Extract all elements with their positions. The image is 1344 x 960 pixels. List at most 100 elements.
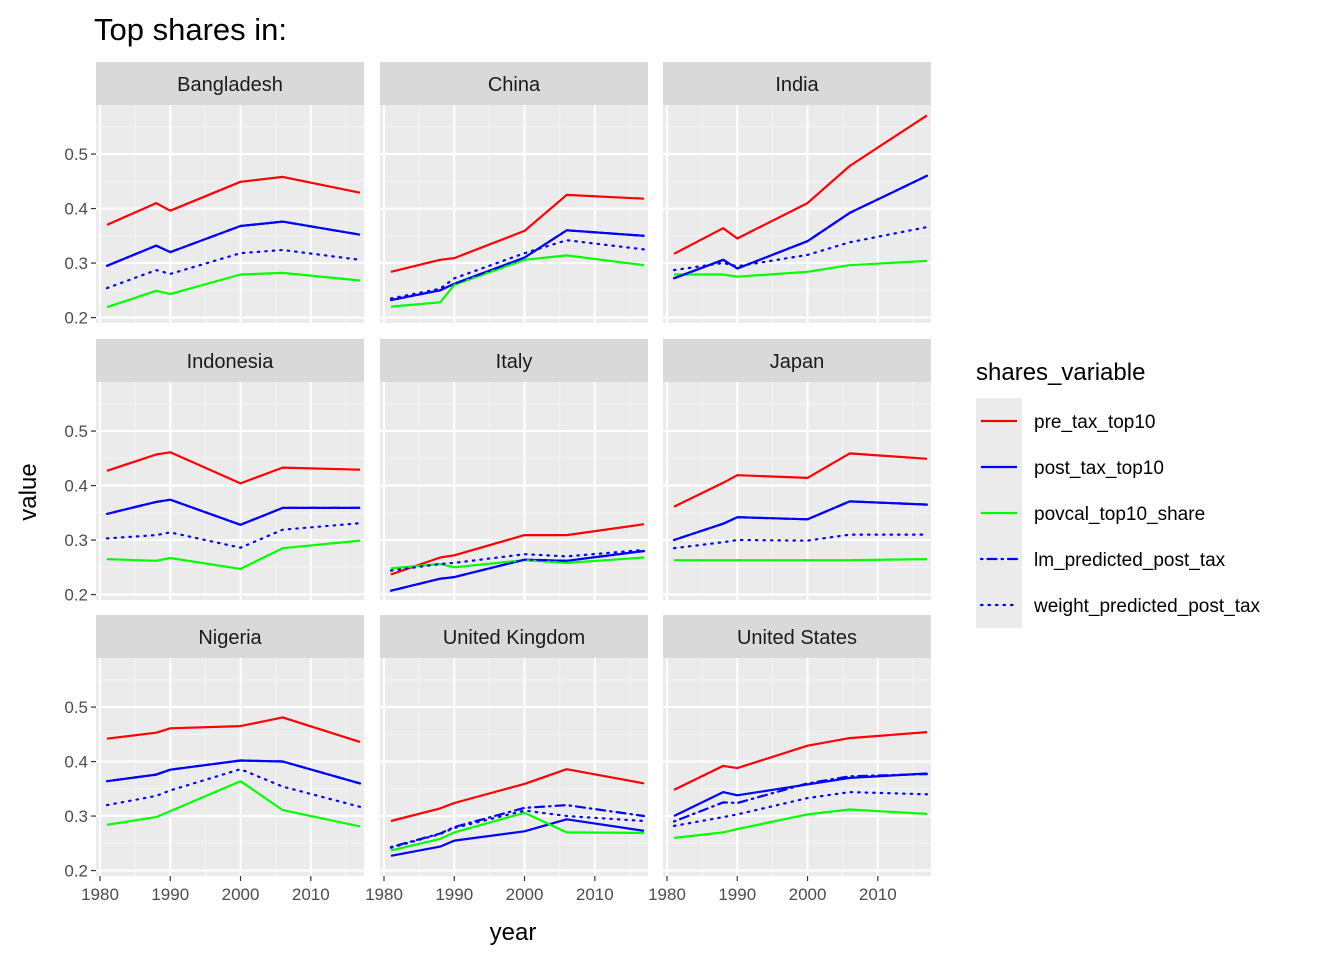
- y-tick-label: 0.4: [64, 753, 88, 772]
- series-line-povcal-top10-share-united-states: [673, 808, 928, 839]
- x-tick-label: 2010: [292, 885, 330, 904]
- panel-background: [96, 105, 364, 323]
- strip-background: [96, 62, 364, 105]
- legend-entry-post-tax-top10: post_tax_top10: [976, 444, 1164, 490]
- chart-title: Top shares in:: [94, 12, 287, 47]
- strip-label-indonesia: Indonesia: [187, 351, 275, 373]
- series-line-weight-predicted-post-tax-indonesia: [105, 522, 362, 549]
- strip-background: [380, 62, 648, 105]
- x-tick-label: 2010: [859, 885, 897, 904]
- legend-label: weight_predicted_post_tax: [1033, 596, 1261, 617]
- legend-entries: pre_tax_top10 post_tax_top10 povcal_top10_…: [976, 398, 1261, 628]
- series-line-lm-predicted-post-tax-bangladesh: [105, 220, 362, 267]
- series-line-post-tax-top10-india: [673, 174, 928, 280]
- series-line-pre-tax-top10-india: [673, 114, 928, 255]
- series-line-povcal-top10-share-nigeria: [106, 780, 361, 828]
- legend-label: pre_tax_top10: [1034, 412, 1156, 433]
- x-axis-title: year: [490, 919, 537, 946]
- panel-background: [96, 658, 364, 876]
- series-line-lm-predicted-post-tax-nigeria: [105, 759, 362, 785]
- y-tick-label: 0.2: [64, 309, 88, 328]
- x-tick-label: 1980: [365, 885, 403, 904]
- x-tick-label: 1980: [81, 885, 119, 904]
- strip-label-china: China: [488, 74, 541, 96]
- series-line-povcal-top10-share-italy: [390, 556, 645, 570]
- series-line-pre-tax-top10-indonesia: [106, 451, 361, 485]
- series-line-weight-predicted-post-tax-nigeria: [105, 768, 362, 808]
- panel-background: [663, 658, 931, 876]
- panel-bangladesh: Bangladesh 0.2 0.3 0.4 0.5: [64, 62, 364, 328]
- legend-label: lm_predicted_post_tax: [1034, 550, 1226, 571]
- series-line-weight-predicted-post-tax-japan: [672, 533, 929, 550]
- strip-background: [96, 339, 364, 382]
- facet-panels: Bangladesh 0.2 0.3 0.4 0.5 China India Indonesi…: [64, 62, 931, 904]
- series-line-pre-tax-top10-bangladesh: [106, 175, 361, 226]
- series-line-weight-predicted-post-tax-india: [672, 226, 929, 272]
- y-tick-label: 0.5: [64, 422, 88, 441]
- strip-background: [380, 615, 648, 658]
- x-tick-label: 2010: [576, 885, 614, 904]
- series-line-povcal-top10-share-indonesia: [106, 539, 361, 571]
- y-tick-label: 0.2: [64, 586, 88, 605]
- legend-entry-weight-predicted-post-tax: weight_predicted_post_tax: [976, 582, 1261, 628]
- panel-japan: Japan: [663, 339, 931, 600]
- panel-italy: Italy: [380, 339, 648, 600]
- series-line-pre-tax-top10-italy: [390, 523, 645, 576]
- series-line-post-tax-top10-united-states: [673, 772, 928, 817]
- series-line-weight-predicted-post-tax-united-kingdom: [389, 809, 646, 849]
- series-line-weight-predicted-post-tax-italy: [389, 548, 646, 572]
- series-line-lm-predicted-post-tax-united-kingdom: [389, 803, 646, 849]
- series-line-povcal-top10-share-india: [674, 259, 928, 278]
- legend: shares_variable pre_tax_top10 post_tax_to…: [976, 359, 1261, 628]
- strip-label-bangladesh: Bangladesh: [177, 74, 283, 96]
- series-line-lm-predicted-post-tax-indonesia: [105, 498, 362, 526]
- strip-background: [380, 339, 648, 382]
- strip-background: [663, 339, 931, 382]
- y-tick-label: 0.3: [64, 807, 88, 826]
- y-tick-label: 0.5: [64, 145, 88, 164]
- x-tick-label: 2000: [506, 885, 544, 904]
- series-line-pre-tax-top10-japan: [673, 452, 928, 508]
- legend-label: post_tax_top10: [1034, 458, 1164, 479]
- y-axis-title: value: [15, 463, 42, 520]
- series-line-lm-predicted-post-tax-italy: [389, 549, 646, 592]
- panel-indonesia: Indonesia 0.2 0.3 0.4 0.5: [64, 339, 364, 605]
- x-tick-label: 1990: [151, 885, 189, 904]
- x-tick-label: 2000: [789, 885, 827, 904]
- legend-key-background: [976, 582, 1022, 628]
- y-tick-label: 0.5: [64, 698, 88, 717]
- y-tick-label: 0.4: [64, 200, 88, 219]
- y-tick-label: 0.2: [64, 862, 88, 881]
- series-line-pre-tax-top10-united-kingdom: [390, 768, 645, 823]
- strip-background: [663, 615, 931, 658]
- legend-label: povcal_top10_share: [1034, 504, 1205, 525]
- series-line-lm-predicted-post-tax-china: [389, 229, 646, 302]
- legend-entry-pre-tax-top10: pre_tax_top10: [976, 398, 1156, 444]
- y-tick-label: 0.3: [64, 531, 88, 550]
- series-line-weight-predicted-post-tax-bangladesh: [105, 248, 362, 290]
- series-line-lm-predicted-post-tax-japan: [672, 500, 929, 542]
- panel-india: India: [663, 62, 931, 323]
- x-tick-label: 1980: [648, 885, 686, 904]
- strip-background: [96, 615, 364, 658]
- strip-label-india: India: [775, 74, 819, 96]
- legend-entry-povcal-top10-share: povcal_top10_share: [976, 490, 1205, 536]
- strip-label-japan: Japan: [770, 351, 825, 373]
- series-line-pre-tax-top10-united-states: [673, 731, 928, 791]
- series-line-post-tax-top10-united-kingdom: [390, 818, 645, 857]
- panel-nigeria: Nigeria 0.2 0.3 0.4 0.5 1980 1990 2000 2010: [64, 615, 364, 904]
- strip-label-united-kingdom: United Kingdom: [443, 627, 585, 649]
- series-line-lm-predicted-post-tax-united-states: [672, 772, 929, 823]
- x-tick-label: 2000: [222, 885, 260, 904]
- series-line-povcal-top10-share-japan: [674, 558, 928, 562]
- y-tick-label: 0.4: [64, 477, 88, 496]
- x-tick-label: 1990: [435, 885, 473, 904]
- series-line-weight-predicted-post-tax-china: [389, 239, 646, 300]
- series-line-povcal-top10-share-china: [390, 254, 645, 308]
- legend-title: shares_variable: [976, 359, 1145, 386]
- series-line-pre-tax-top10-nigeria: [106, 716, 361, 743]
- strip-label-nigeria: Nigeria: [198, 627, 262, 649]
- series-line-povcal-top10-share-united-kingdom: [390, 811, 645, 852]
- x-tick-label: 1990: [718, 885, 756, 904]
